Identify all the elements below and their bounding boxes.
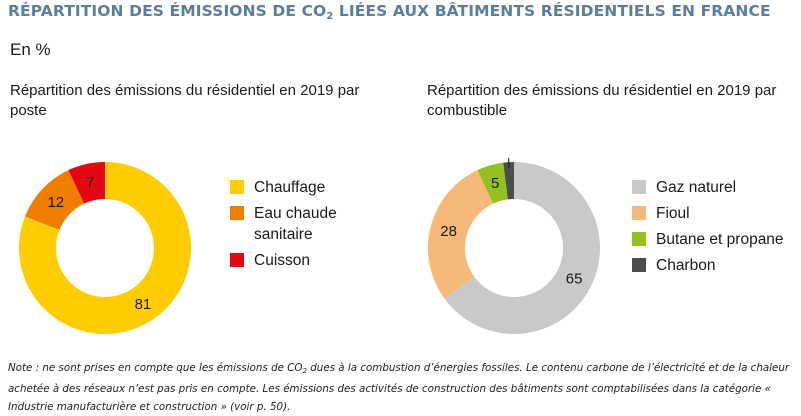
slice-gaz-naturel: [444, 162, 600, 334]
donut-chart-combustible: 652852: [428, 158, 600, 334]
slice-fioul: [428, 170, 494, 299]
legend-label: Eau chaude sanitaire: [254, 205, 337, 243]
value-label-butane-et-propane: 5: [491, 175, 499, 192]
legend-label: Fioul: [656, 205, 690, 222]
footnote: Note : ne sont prises en compte que les …: [8, 362, 790, 413]
slice-cuisson: [68, 162, 105, 204]
value-label-gaz-naturel: 65: [566, 271, 583, 288]
legend-label: Chauffage: [254, 179, 326, 196]
legend-swatch: [230, 253, 244, 267]
legend-swatch: [632, 232, 646, 246]
legend-swatch: [632, 180, 646, 194]
value-label-eau-chaude-sanitaire: 12: [47, 194, 64, 211]
legend-label: Gaz naturel: [656, 179, 737, 196]
donut-chart-poste: 81 12 7: [19, 162, 192, 334]
legend-label: Butane et propane: [656, 231, 784, 248]
legend-label: Charbon: [656, 257, 716, 274]
page-title: RÉPARTITION DES ÉMISSIONS DE CO2 LIÉES A…: [8, 2, 771, 22]
chart-title-poste: Répartition des émissions du résidentiel…: [10, 82, 360, 119]
slice-eau-chaude-sanitaire: [25, 170, 85, 230]
value-label-chauffage: 81: [135, 296, 152, 313]
slice-charbon: [503, 162, 514, 200]
value-label-cuisson: 7: [86, 174, 94, 191]
chart-title-combustible: Répartition des émissions du résidentiel…: [427, 82, 777, 119]
slice-chauffage: [19, 162, 192, 334]
legend-label: Cuisson: [254, 252, 310, 269]
legend-swatch: [632, 206, 646, 220]
legend-swatch: [230, 180, 244, 194]
legend-swatch: [632, 258, 646, 272]
slice-butane-et-propane: [477, 162, 508, 204]
unit-label: En %: [10, 40, 51, 59]
legend-swatch: [230, 206, 244, 220]
leader-line-charbon: [508, 158, 510, 169]
value-label-fioul: 28: [440, 223, 457, 240]
